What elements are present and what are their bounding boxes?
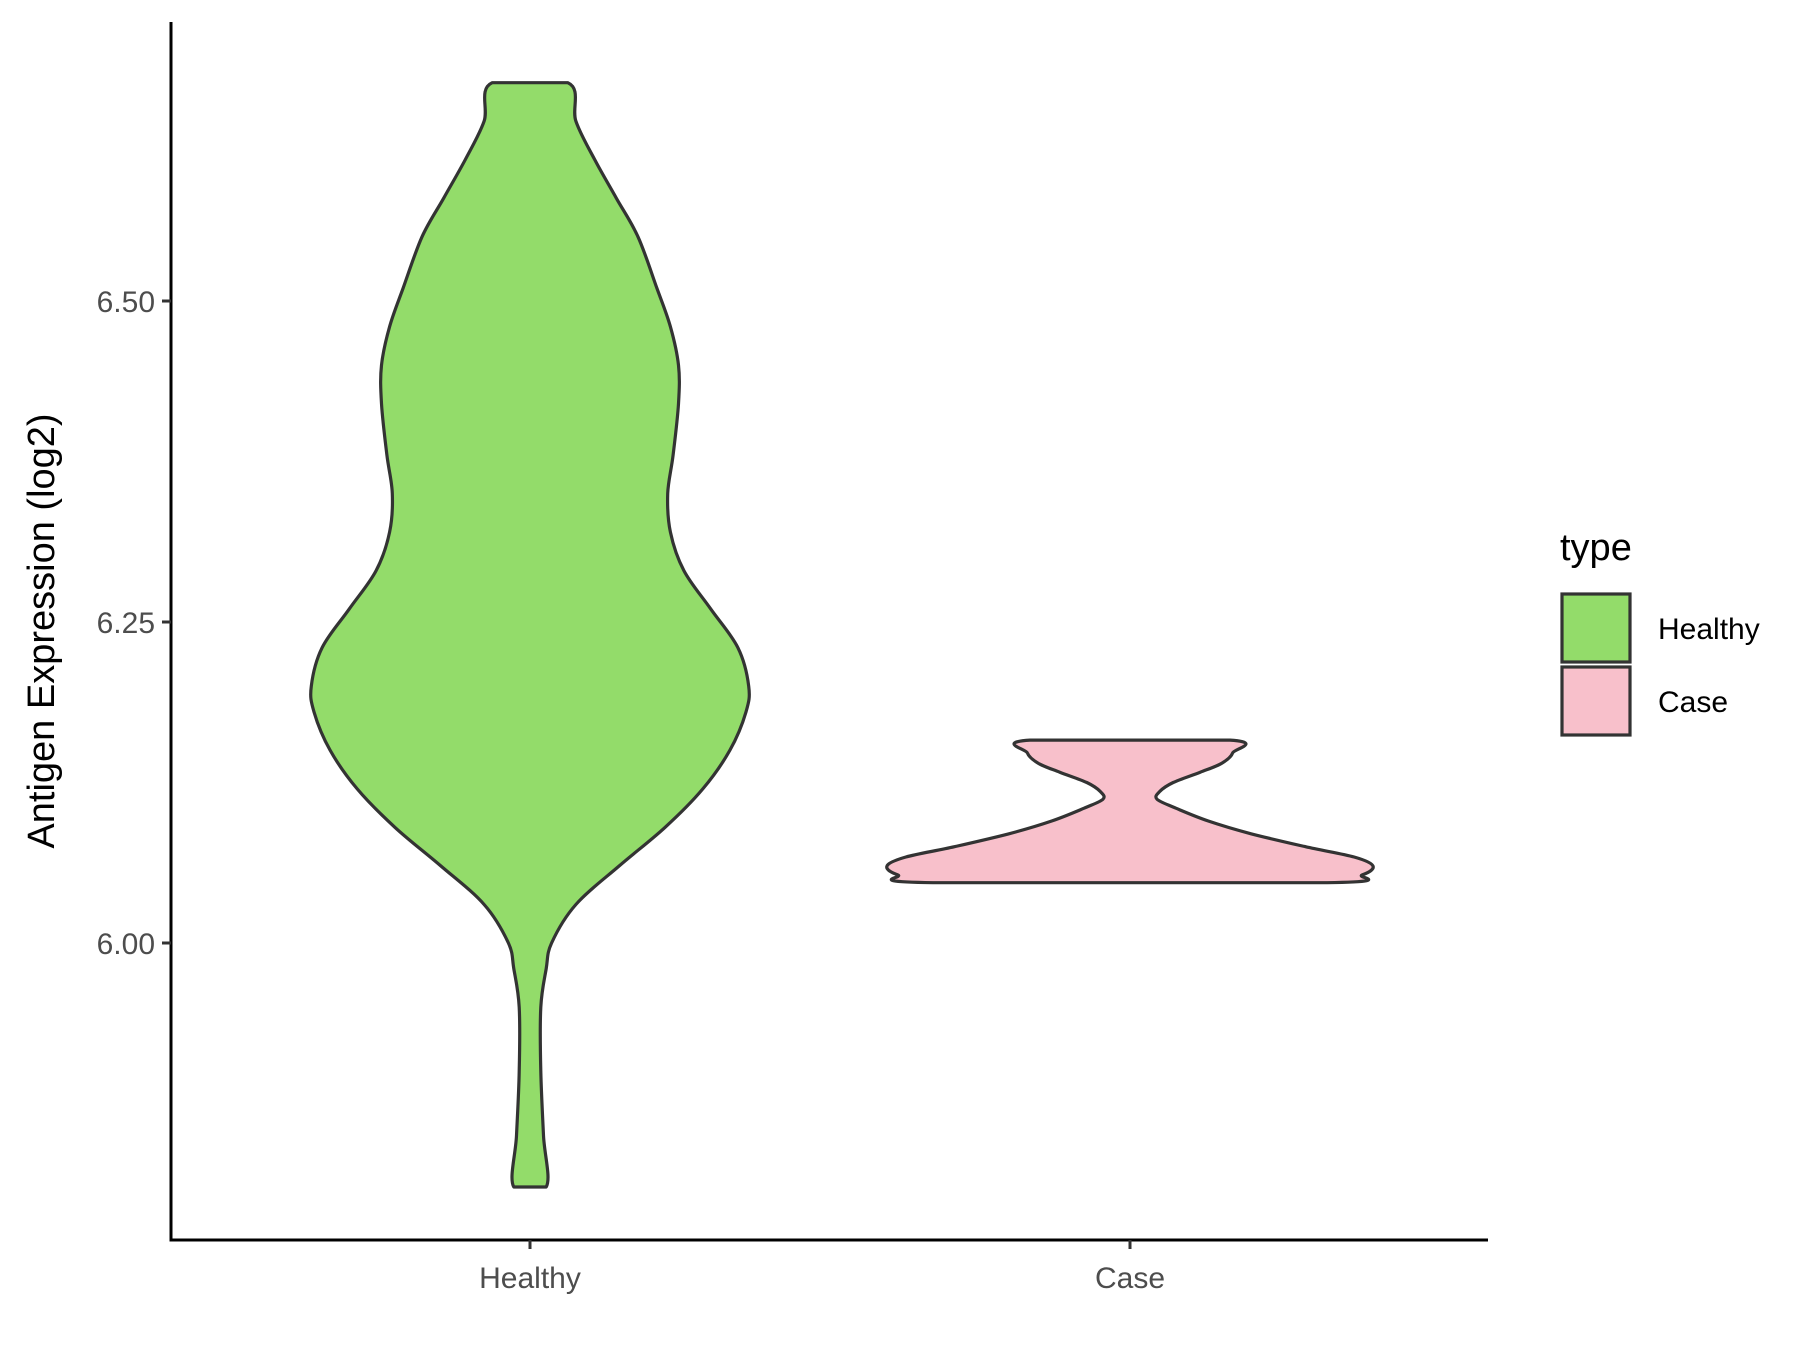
violin-case — [885, 738, 1375, 885]
axes-layer: 6.00 6.25 6.50 Healthy Case — [97, 22, 1488, 1295]
y-axis-title: Antigen Expression (log2) — [21, 413, 63, 848]
violins-layer — [309, 81, 1375, 1189]
legend-title: type — [1560, 527, 1632, 569]
violin-healthy — [309, 81, 751, 1189]
legend-key-case — [1560, 665, 1632, 737]
y-tick-label: 6.00 — [97, 928, 155, 961]
legend: type Healthy Case — [1560, 527, 1760, 737]
legend-key-healthy — [1560, 592, 1632, 664]
y-tick-label: 6.50 — [97, 286, 155, 319]
legend-label-case: Case — [1658, 686, 1728, 719]
x-tick-label: Healthy — [479, 1262, 581, 1295]
y-tick-label: 6.25 — [97, 607, 155, 640]
x-tick-label: Case — [1095, 1262, 1165, 1295]
legend-label-healthy: Healthy — [1658, 613, 1760, 646]
